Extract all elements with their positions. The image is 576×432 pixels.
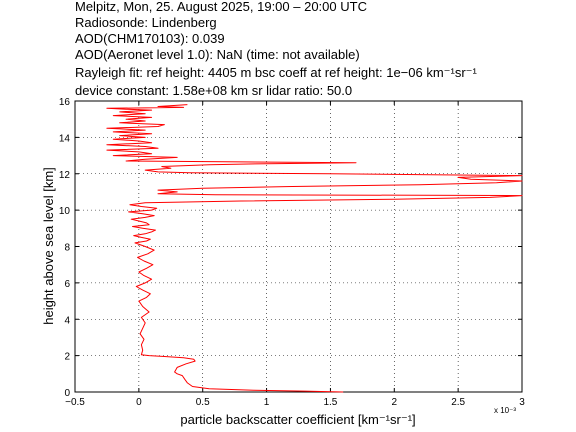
- chart-title-line-5: Rayleigh fit: ref height: 4405 m bsc coe…: [75, 65, 477, 80]
- grid-lines: [75, 101, 522, 392]
- y-tick-label: 8: [64, 243, 70, 254]
- y-tick-label: 16: [59, 97, 71, 108]
- x-tick-label: −0.5: [65, 397, 85, 408]
- y-tick-label: 10: [59, 206, 71, 217]
- y-tick-label: 2: [64, 352, 70, 363]
- x-axis-multiplier: x 10⁻³: [494, 406, 516, 415]
- x-tick-label: 0: [136, 397, 142, 408]
- chart-title-line-1: Melpitz, Mon, 25. August 2025, 19:00 – 2…: [75, 0, 367, 14]
- backscatter-profile-line: [106, 104, 523, 393]
- chart-title-line-2: Radiosonde: Lindenberg: [75, 15, 217, 30]
- y-tick-label: 14: [59, 133, 71, 144]
- x-tick-label: 1: [264, 397, 270, 408]
- x-tick-label: 3: [519, 397, 525, 408]
- y-tick-label: 4: [64, 315, 70, 326]
- y-axis-label: height above sea level [km]: [41, 167, 56, 325]
- chart-title-line-3: AOD(CHM170103): 0.039: [75, 31, 225, 46]
- chart-title-line-4: AOD(Aeronet level 1.0): NaN (time: not a…: [75, 47, 360, 62]
- y-tick-label: 0: [64, 388, 70, 399]
- chart-title-line-6: device constant: 1.58e+08 km sr lidar ra…: [75, 83, 353, 98]
- series-layer: [106, 104, 523, 393]
- x-tick-label: 0.5: [196, 397, 210, 408]
- x-tick-label: 1.5: [323, 397, 337, 408]
- x-tick-label: 2.5: [451, 397, 465, 408]
- x-tick-label: 2: [392, 397, 398, 408]
- x-axis-label: particle backscatter coefficient [km⁻¹sr…: [180, 412, 415, 427]
- y-tick-label: 12: [59, 170, 71, 181]
- y-tick-label: 6: [64, 279, 70, 290]
